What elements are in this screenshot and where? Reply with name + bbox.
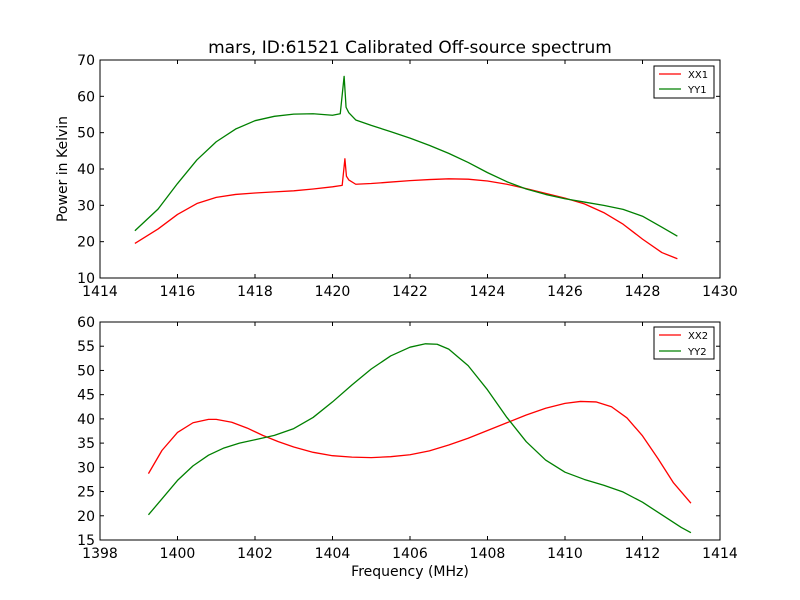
y-axis-label: Power in Kelvin (55, 116, 71, 222)
x-tick-label: 1424 (470, 284, 506, 300)
x-axis-label: Frequency (MHz) (351, 564, 469, 580)
legend-label-yy1: YY1 (687, 85, 707, 96)
x-tick-label: 1430 (702, 284, 738, 300)
x-tick-label: 1418 (237, 284, 273, 300)
x-tick-label: 1402 (237, 546, 273, 562)
legend-label-yy2: YY2 (687, 347, 707, 358)
ticks-bottom: 1398 1400 1402 1404 1406 1408 1410 1412 1414 15 20… (77, 315, 738, 562)
x-tick-label: 1400 (160, 546, 196, 562)
series-line-yy2 (147, 343, 692, 534)
x-tick-label: 1416 (160, 284, 196, 300)
plot-area-bottom: 1398 1400 1402 1404 1406 1408 1410 1412 1414 15 20… (77, 315, 738, 562)
y-tick-label: 25 (77, 485, 95, 501)
x-tick-label: 1422 (392, 284, 428, 300)
legend-box-bottom (653, 326, 715, 360)
y-tick-label: 50 (77, 363, 95, 379)
y-tick-label: 20 (77, 235, 95, 251)
y-tick-label: 70 (77, 53, 95, 69)
x-tick-label: 1428 (625, 284, 661, 300)
y-tick-label: 45 (77, 388, 95, 404)
legend-bottom: XX2 YY2 (653, 326, 715, 360)
series-line-yy1 (134, 75, 678, 237)
series-line-xx1 (134, 158, 678, 260)
x-tick-label: 1420 (315, 284, 351, 300)
plot-area-top: 1414 1416 1418 1420 1422 1424 1426 1428 1430 10 20… (77, 53, 738, 300)
x-tick-label: 1404 (315, 546, 351, 562)
y-tick-label: 20 (77, 509, 95, 525)
y-tick-label: 15 (77, 533, 95, 549)
y-tick-label: 55 (77, 339, 95, 355)
legend-label-xx2: XX2 (688, 331, 708, 342)
y-tick-label: 50 (77, 126, 95, 142)
x-tick-label: 1406 (392, 546, 428, 562)
x-tick-label: 1412 (625, 546, 661, 562)
subplot-bottom: Frequency (MHz) 1398 1400 1402 1404 1406 1408… (77, 315, 738, 580)
x-tick-label: 1408 (470, 546, 506, 562)
y-tick-label: 40 (77, 412, 95, 428)
x-tick-label: 1410 (547, 546, 583, 562)
ticks-top: 1414 1416 1418 1420 1422 1424 1426 1428 1430 10 20… (77, 53, 738, 300)
legend-top: XX1 YY1 (653, 65, 715, 99)
y-tick-label: 35 (77, 436, 95, 452)
x-tick-label: 1414 (702, 546, 738, 562)
y-tick-label: 40 (77, 162, 95, 178)
legend-label-xx1: XX1 (688, 70, 708, 81)
y-tick-label: 30 (77, 460, 95, 476)
x-tick-label: 1426 (547, 284, 583, 300)
y-tick-label: 60 (77, 89, 95, 105)
x-tick-label: 1414 (82, 284, 118, 300)
x-tick-label: 1398 (82, 546, 118, 562)
y-tick-label: 60 (77, 315, 95, 331)
y-tick-label: 30 (77, 198, 95, 214)
series-line-xx2 (147, 400, 692, 504)
series-layer-top (134, 75, 678, 260)
subplot-top: mars, ID:61521 Calibrated Off-source spe… (55, 38, 738, 300)
y-tick-label: 10 (77, 271, 95, 287)
series-layer-bottom (147, 343, 692, 534)
chart-title: mars, ID:61521 Calibrated Off-source spe… (208, 38, 612, 58)
legend-box-top (653, 65, 715, 99)
